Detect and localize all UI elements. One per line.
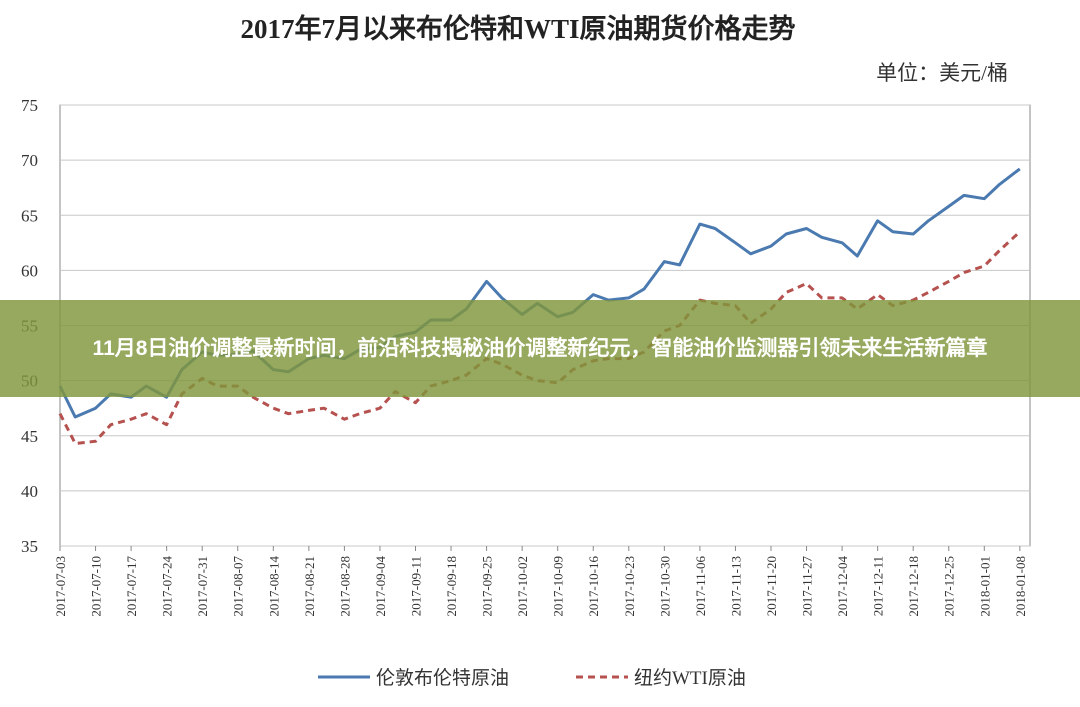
x-tick-label: 2017-11-06 — [693, 556, 708, 617]
x-tick-label: 2017-07-31 — [195, 556, 210, 617]
y-tick-label: 60 — [21, 261, 38, 280]
x-tick-label: 2017-08-07 — [231, 556, 246, 617]
x-tick-label: 2017-11-13 — [728, 556, 743, 616]
x-tick-label: 2017-07-24 — [160, 556, 175, 617]
y-tick-label: 65 — [21, 206, 38, 225]
x-tick-label: 2017-07-17 — [124, 556, 139, 617]
x-tick-label: 2017-09-18 — [444, 556, 459, 617]
x-tick-label: 2017-10-16 — [586, 556, 601, 617]
x-tick-label: 2017-12-25 — [942, 556, 957, 617]
x-tick-label: 2017-08-21 — [302, 556, 317, 617]
y-tick-label: 35 — [21, 537, 38, 556]
y-tick-label: 70 — [21, 151, 38, 170]
x-tick-label: 2017-11-20 — [764, 556, 779, 616]
y-tick-label: 40 — [21, 482, 38, 501]
headline-banner: 11月8日油价调整最新时间，前沿科技揭秘油价调整新纪元，智能油价监测器引领未来生… — [0, 300, 1080, 397]
x-tick-label: 2017-09-25 — [480, 556, 495, 617]
x-tick-label: 2017-10-09 — [551, 556, 566, 617]
x-tick-label: 2017-10-02 — [515, 556, 530, 617]
x-tick-label: 2017-12-04 — [835, 556, 850, 617]
x-tick-label: 2017-09-04 — [373, 556, 388, 617]
legend-label: 纽约WTI原油 — [634, 667, 746, 689]
unit-label: 单位：美元/桶 — [876, 61, 1008, 85]
y-tick-label: 75 — [21, 96, 38, 115]
y-tick-label: 45 — [21, 427, 38, 446]
x-tick-label: 2017-07-03 — [53, 556, 68, 617]
x-tick-label: 2017-08-28 — [337, 556, 352, 617]
x-tick-label: 2017-12-18 — [906, 556, 921, 617]
x-tick-label: 2017-10-30 — [657, 556, 672, 617]
x-tick-label: 2017-07-10 — [89, 556, 104, 617]
chart-title: 2017年7月以来布伦特和WTI原油期货价格走势 — [240, 13, 795, 44]
headline: 11月8日油价调整最新时间，前沿科技揭秘油价调整新纪元，智能油价监测器引领未来生… — [92, 336, 988, 360]
x-tick-label: 2017-10-23 — [622, 556, 637, 617]
x-tick-label: 2017-09-11 — [408, 556, 423, 616]
x-tick-label: 2017-11-27 — [800, 556, 815, 617]
x-tick-label: 2018-01-01 — [977, 556, 992, 617]
x-tick-label: 2018-01-08 — [1013, 556, 1028, 617]
x-tick-label: 2017-12-11 — [871, 556, 886, 616]
x-tick-label: 2017-08-14 — [266, 556, 281, 617]
legend-label: 伦敦布伦特原油 — [376, 667, 509, 689]
